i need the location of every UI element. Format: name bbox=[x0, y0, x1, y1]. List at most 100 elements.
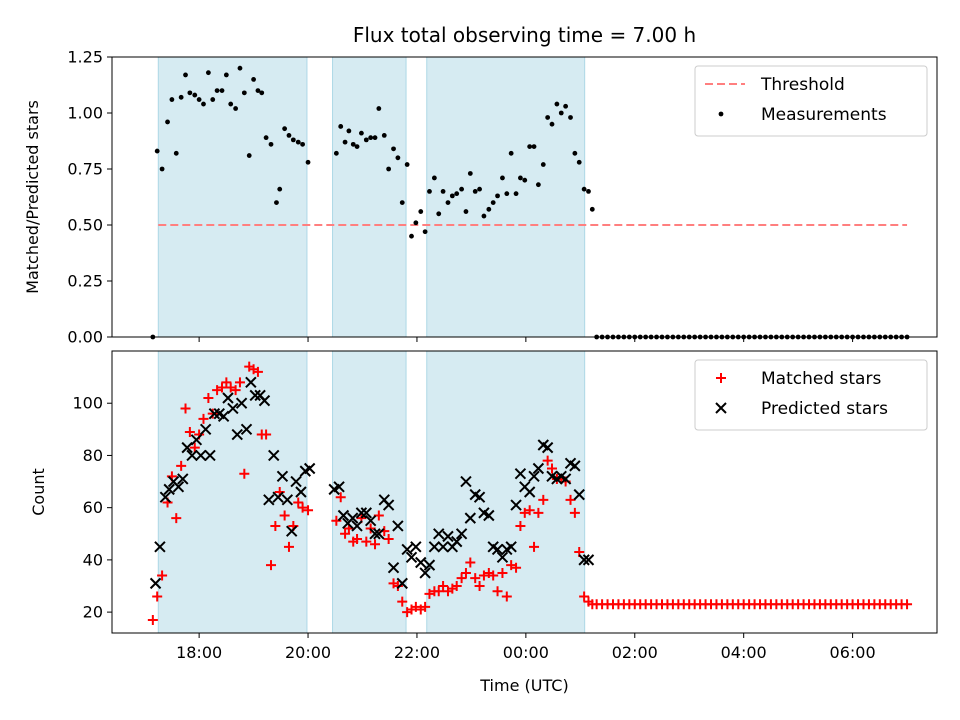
measurement-point bbox=[554, 101, 560, 107]
predicted-star-point bbox=[510, 499, 522, 511]
measurement-point bbox=[568, 115, 573, 120]
ratio-legend: Threshold Measurements bbox=[694, 65, 928, 137]
predicted-star-point bbox=[276, 470, 289, 483]
measurement-point bbox=[192, 92, 198, 98]
measurement-point bbox=[333, 150, 339, 156]
predicted-star-point bbox=[387, 562, 400, 574]
measurement-point bbox=[228, 101, 234, 107]
measurement-point bbox=[196, 97, 202, 102]
measurement-point bbox=[210, 97, 216, 102]
predicted-star-point bbox=[392, 520, 404, 532]
predicted-star-point bbox=[433, 528, 445, 540]
measurement-point bbox=[404, 162, 410, 167]
predicted-star-point bbox=[245, 376, 257, 389]
matched-star-point bbox=[579, 591, 590, 602]
predicted-star-point bbox=[281, 494, 294, 506]
matched-star-point bbox=[198, 413, 209, 424]
matched-star-point bbox=[180, 403, 191, 414]
measurement-point bbox=[572, 150, 578, 156]
predicted-star-point bbox=[154, 541, 166, 553]
measurement-point bbox=[558, 110, 564, 116]
measurement-point bbox=[290, 137, 296, 143]
predicted-star-point bbox=[369, 528, 381, 540]
matched-star-point bbox=[293, 497, 304, 508]
matched-star-point bbox=[470, 573, 481, 584]
matched-star-point bbox=[335, 492, 346, 503]
measurement-point bbox=[241, 90, 247, 96]
matched-star-point bbox=[176, 460, 187, 471]
predicted-star-point bbox=[405, 551, 418, 563]
matched-star-point bbox=[239, 468, 250, 479]
ratio-x-ticks bbox=[198, 337, 854, 342]
predicted-star-point bbox=[351, 520, 363, 532]
measurement-point bbox=[251, 77, 256, 82]
legend-box bbox=[694, 359, 928, 431]
predicted-star-point bbox=[360, 507, 373, 519]
observing-window bbox=[332, 56, 407, 338]
x-tick-label: 02:00 bbox=[612, 643, 658, 662]
x-tick-label: 04:00 bbox=[721, 643, 767, 662]
y-tick-label: 20 bbox=[83, 603, 103, 622]
measurement-point bbox=[436, 211, 442, 217]
measurement-point bbox=[223, 72, 229, 78]
predicted-star-point bbox=[199, 423, 212, 436]
measurement-point bbox=[413, 220, 419, 226]
measurement-point bbox=[467, 171, 473, 176]
measurement-point bbox=[263, 135, 269, 141]
predicted-star-point bbox=[295, 486, 307, 498]
measurement-point bbox=[395, 155, 401, 161]
matched-star-point bbox=[547, 463, 557, 474]
predicted-star-point bbox=[195, 449, 207, 462]
measurement-point bbox=[513, 191, 519, 197]
predicted-star-point bbox=[460, 475, 472, 488]
measurement-point bbox=[500, 175, 505, 181]
matched-star-point bbox=[373, 510, 384, 521]
measurement-point bbox=[459, 186, 465, 192]
predicted-star-point bbox=[204, 449, 216, 462]
y-tick-label: 100 bbox=[72, 394, 103, 413]
measurement-point bbox=[563, 103, 569, 109]
matched-star-point bbox=[565, 494, 576, 505]
measurement-point bbox=[431, 175, 437, 181]
predicted-star-point bbox=[455, 528, 468, 540]
matched-star-point bbox=[234, 377, 245, 388]
predicted-star-point bbox=[364, 515, 377, 527]
matched-star-point bbox=[283, 541, 294, 552]
measurement-point bbox=[581, 186, 587, 192]
predicted-star-point bbox=[217, 410, 230, 422]
matched-star-point bbox=[569, 507, 580, 518]
matched-star-point bbox=[538, 494, 549, 505]
matched-star-point bbox=[361, 536, 372, 547]
predicted-star-point bbox=[473, 491, 486, 503]
predicted-star-point bbox=[285, 525, 298, 537]
measurement-point bbox=[255, 88, 261, 93]
matched-star-point bbox=[397, 596, 408, 607]
measurement-point bbox=[342, 139, 348, 145]
predicted-star-point bbox=[523, 486, 536, 498]
matched-star-point bbox=[261, 429, 272, 440]
x-tick-label: 22:00 bbox=[394, 643, 440, 662]
measurement-point bbox=[282, 126, 288, 132]
y-tick-label: 80 bbox=[83, 446, 103, 465]
measurement-point bbox=[169, 97, 175, 102]
predicted-star-point bbox=[186, 449, 198, 462]
matched-star-point bbox=[370, 539, 381, 550]
count-y-axis: 20 40 60 80 100 bbox=[72, 394, 112, 622]
predicted-star-point bbox=[258, 394, 271, 407]
matched-star-point bbox=[157, 570, 168, 581]
matched-star-point bbox=[352, 534, 363, 544]
matched-star-point bbox=[266, 560, 277, 571]
measurement-point bbox=[205, 70, 211, 76]
matched-star-point bbox=[492, 586, 503, 597]
predicted-star-point bbox=[373, 528, 385, 540]
legend-swatch bbox=[716, 373, 726, 383]
measurement-point bbox=[472, 189, 478, 194]
matched-star-point bbox=[501, 591, 512, 602]
measurement-point bbox=[368, 135, 374, 141]
measurement-point bbox=[508, 150, 514, 156]
matched-star-point bbox=[203, 393, 214, 403]
y-tick-label: 1.00 bbox=[67, 104, 103, 123]
legend-swatch bbox=[718, 111, 724, 117]
legend-label: Measurements bbox=[761, 105, 887, 125]
matched-star-point bbox=[902, 599, 913, 610]
